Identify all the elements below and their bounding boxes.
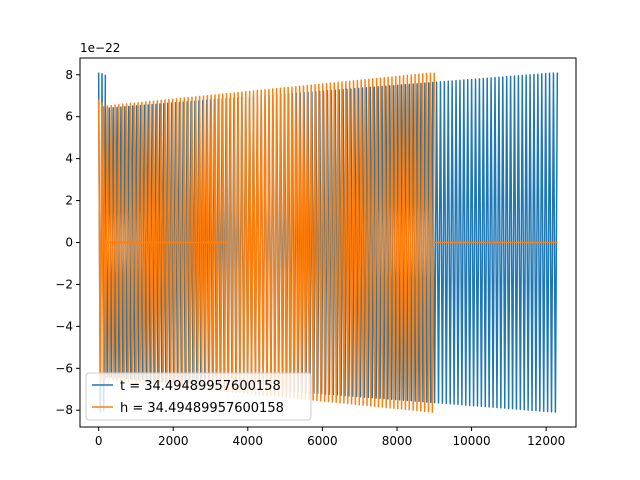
x-tick-label: 6000 [307,434,338,448]
x-tick-label: 8000 [382,434,413,448]
x-tick-label: 0 [95,434,103,448]
legend-label-t: t = 34.49489957600158 [120,379,281,394]
series-line-segment [104,72,559,413]
y-tick-label: −6 [55,361,73,375]
x-tick-label: 12000 [527,434,565,448]
y-axis: −8 −6 −4 −2 0 2 4 6 8 [55,68,80,417]
series-line-segment [102,72,436,413]
y-tick-label: 2 [65,194,73,208]
legend: t = 34.49489957600158 h = 34.49489957600… [85,372,312,421]
y-tick-label: 8 [65,68,73,82]
x-axis: 0 2000 4000 6000 8000 10000 12000 [95,427,565,448]
y-tick-label: 4 [65,152,73,166]
x-tick-label: 2000 [158,434,189,448]
y-tick-label: −2 [55,277,73,291]
series-line-segment [97,99,105,385]
y-tick-label: −4 [55,319,73,333]
legend-box [85,372,312,421]
y-tick-label: 0 [65,236,73,250]
y-offset-label: 1e−22 [80,41,120,55]
x-tick-label: 10000 [452,434,490,448]
series-layer [97,72,559,413]
x-tick-label: 4000 [233,434,264,448]
series-h [97,72,558,413]
y-tick-label: 6 [65,110,73,124]
y-tick-label: −8 [55,403,73,417]
legend-label-h: h = 34.49489957600158 [120,401,284,416]
